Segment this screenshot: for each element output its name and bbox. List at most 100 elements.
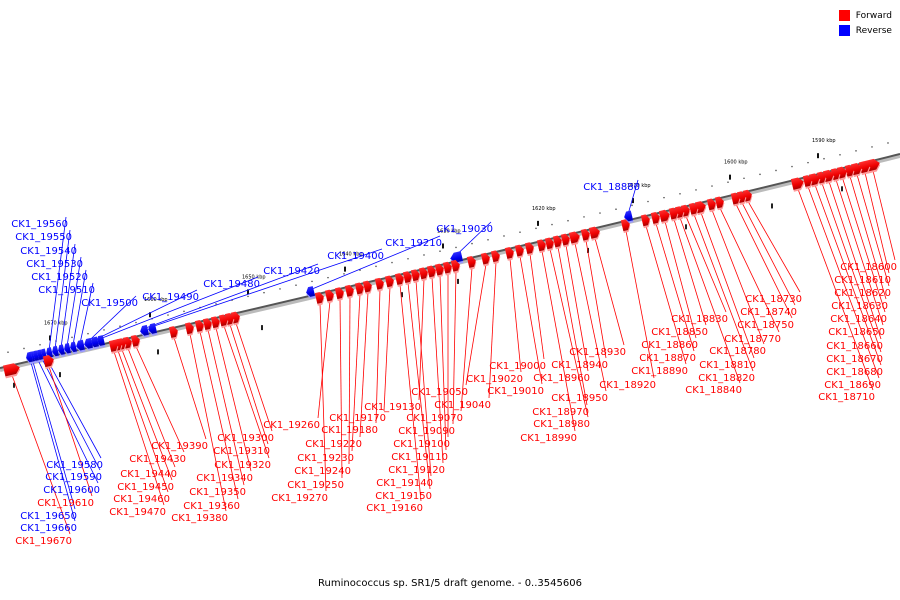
gene-label-ck1-18960[interactable]: CK1_18960 <box>533 373 590 384</box>
gene-label-ck1-19360[interactable]: CK1_19360 <box>183 501 240 512</box>
gene-label-ck1-19240[interactable]: CK1_19240 <box>294 466 351 477</box>
gene-label-ck1-19090[interactable]: CK1_19090 <box>398 426 455 437</box>
gene-label-ck1-19260[interactable]: CK1_19260 <box>263 420 320 431</box>
gene-label-ck1-19170[interactable]: CK1_19170 <box>329 413 386 424</box>
gene-label-ck1-19420[interactable]: CK1_19420 <box>263 266 320 277</box>
gene-label-ck1-19470[interactable]: CK1_19470 <box>109 507 166 518</box>
gene-label-ck1-19050[interactable]: CK1_19050 <box>411 387 468 398</box>
gene-label-ck1-18990[interactable]: CK1_18990 <box>520 433 577 444</box>
gene-label-ck1-19590[interactable]: CK1_19590 <box>45 472 102 483</box>
gene-label-ck1-19510[interactable]: CK1_19510 <box>38 285 95 296</box>
gene-ck1-18920 <box>620 219 631 234</box>
gene-label-ck1-19220[interactable]: CK1_19220 <box>305 439 362 450</box>
gene-label-ck1-19430[interactable]: CK1_19430 <box>129 454 186 465</box>
gene-label-ck1-18620[interactable]: CK1_18620 <box>834 288 891 299</box>
gene-label-ck1-19180[interactable]: CK1_19180 <box>321 425 378 436</box>
gene-label-ck1-19320[interactable]: CK1_19320 <box>214 460 271 471</box>
gene-label-ck1-18780[interactable]: CK1_18780 <box>709 346 766 357</box>
gene-label-ck1-18670[interactable]: CK1_18670 <box>826 354 883 365</box>
gene-label-ck1-19130[interactable]: CK1_19130 <box>364 402 421 413</box>
gene-label-ck1-19070[interactable]: CK1_19070 <box>406 413 463 424</box>
gene-label-ck1-19460[interactable]: CK1_19460 <box>113 494 170 505</box>
gene-label-ck1-18750[interactable]: CK1_18750 <box>737 320 794 331</box>
gene-label-ck1-19150[interactable]: CK1_19150 <box>375 491 432 502</box>
gene-label-ck1-18690[interactable]: CK1_18690 <box>824 380 881 391</box>
gene-label-ck1-18840[interactable]: CK1_18840 <box>685 385 742 396</box>
minor-tick <box>261 325 263 331</box>
gene-label-ck1-19610[interactable]: CK1_19610 <box>37 498 94 509</box>
gene-label-ck1-18890[interactable]: CK1_18890 <box>631 366 688 377</box>
gene-label-ck1-18630[interactable]: CK1_18630 <box>831 301 888 312</box>
gene-arrow <box>624 210 634 222</box>
gene-label-ck1-18920[interactable]: CK1_18920 <box>599 380 656 391</box>
gene-label-ck1-19160[interactable]: CK1_19160 <box>366 503 423 514</box>
gene-label-ck1-19440[interactable]: CK1_19440 <box>120 469 177 480</box>
gene-label-ck1-18600[interactable]: CK1_18600 <box>840 262 897 273</box>
gene-label-ck1-19400[interactable]: CK1_19400 <box>327 251 384 262</box>
minor-tick <box>103 329 105 331</box>
minor-tick <box>391 261 393 264</box>
gene-label-ck1-18650[interactable]: CK1_18650 <box>828 327 885 338</box>
gene-ck1-19500 <box>84 337 94 351</box>
gene-label-ck1-18610[interactable]: CK1_18610 <box>834 275 891 286</box>
gene-label-ck1-19250[interactable]: CK1_19250 <box>287 480 344 491</box>
gene-label-ck1-19030[interactable]: CK1_19030 <box>436 224 493 235</box>
gene-label-ck1-19490[interactable]: CK1_19490 <box>142 292 199 303</box>
gene-label-ck1-19500[interactable]: CK1_19500 <box>81 298 138 309</box>
gene-label-ck1-19100[interactable]: CK1_19100 <box>393 439 450 450</box>
gene-label-ck1-19270[interactable]: CK1_19270 <box>271 493 328 504</box>
gene-label-ck1-19210[interactable]: CK1_19210 <box>385 238 442 249</box>
gene-label-ck1-19010[interactable]: CK1_19010 <box>487 386 544 397</box>
gene-label-ck1-18880[interactable]: CK1_18880 <box>583 182 640 193</box>
gene-label-ck1-18850[interactable]: CK1_18850 <box>651 327 708 338</box>
gene-label-ck1-19310[interactable]: CK1_19310 <box>213 446 270 457</box>
gene-label-ck1-19650[interactable]: CK1_19650 <box>20 511 77 522</box>
gene-label-ck1-18710[interactable]: CK1_18710 <box>818 392 875 403</box>
leader-line <box>309 235 441 291</box>
gene-label-ck1-18810[interactable]: CK1_18810 <box>699 360 756 371</box>
gene-label-ck1-19000[interactable]: CK1_19000 <box>489 361 546 372</box>
gene-label-ck1-19350[interactable]: CK1_19350 <box>189 487 246 498</box>
gene-arrow <box>76 339 86 351</box>
gene-label-ck1-18640[interactable]: CK1_18640 <box>830 314 887 325</box>
gene-label-ck1-19230[interactable]: CK1_19230 <box>297 453 354 464</box>
gene-label-ck1-19040[interactable]: CK1_19040 <box>434 400 491 411</box>
gene-label-ck1-18980[interactable]: CK1_18980 <box>533 419 590 430</box>
gene-label-ck1-18870[interactable]: CK1_18870 <box>639 353 696 364</box>
gene-label-ck1-19540[interactable]: CK1_19540 <box>20 246 77 257</box>
gene-label-ck1-18970[interactable]: CK1_18970 <box>532 407 589 418</box>
gene-label-ck1-18940[interactable]: CK1_18940 <box>551 360 608 371</box>
gene-label-ck1-18740[interactable]: CK1_18740 <box>740 307 797 318</box>
gene-label-ck1-19020[interactable]: CK1_19020 <box>466 374 523 385</box>
gene-label-ck1-19390[interactable]: CK1_19390 <box>151 441 208 452</box>
gene-label-ck1-18730[interactable]: CK1_18730 <box>745 294 802 305</box>
gene-label-ck1-19560[interactable]: CK1_19560 <box>11 219 68 230</box>
gene-label-ck1-19120[interactable]: CK1_19120 <box>388 465 445 476</box>
gene-label-ck1-19110[interactable]: CK1_19110 <box>391 452 448 463</box>
gene-label-ck1-18860[interactable]: CK1_18860 <box>641 340 698 351</box>
gene-ck1-18870 <box>650 212 661 226</box>
gene-label-ck1-18830[interactable]: CK1_18830 <box>671 314 728 325</box>
gene-label-ck1-19480[interactable]: CK1_19480 <box>203 279 260 290</box>
gene-label-ck1-19660[interactable]: CK1_19660 <box>20 523 77 534</box>
gene-label-ck1-19530[interactable]: CK1_19530 <box>26 259 83 270</box>
gene-label-ck1-19450[interactable]: CK1_19450 <box>117 482 174 493</box>
gene-arrow <box>434 263 444 276</box>
gene-label-ck1-19380[interactable]: CK1_19380 <box>171 513 228 524</box>
gene-label-ck1-18680[interactable]: CK1_18680 <box>826 367 883 378</box>
gene-label-ck1-19580[interactable]: CK1_19580 <box>46 460 103 471</box>
gene-label-ck1-19550[interactable]: CK1_19550 <box>15 232 72 243</box>
gene-label-ck1-18820[interactable]: CK1_18820 <box>698 373 755 384</box>
minor-tick <box>775 169 777 172</box>
gene-label-ck1-19670[interactable]: CK1_19670 <box>15 536 72 547</box>
gene-label-ck1-19340[interactable]: CK1_19340 <box>196 473 253 484</box>
gene-label-ck1-18930[interactable]: CK1_18930 <box>569 347 626 358</box>
gene-label-ck1-18770[interactable]: CK1_18770 <box>724 334 781 345</box>
gene-label-ck1-19520[interactable]: CK1_19520 <box>31 272 88 283</box>
gene-label-ck1-19140[interactable]: CK1_19140 <box>376 478 433 489</box>
gene-label-ck1-19600[interactable]: CK1_19600 <box>43 485 100 496</box>
gene-ck1-19230 <box>354 282 365 297</box>
gene-label-ck1-18950[interactable]: CK1_18950 <box>551 393 608 404</box>
gene-label-ck1-19300[interactable]: CK1_19300 <box>217 433 274 444</box>
gene-label-ck1-18660[interactable]: CK1_18660 <box>826 341 883 352</box>
